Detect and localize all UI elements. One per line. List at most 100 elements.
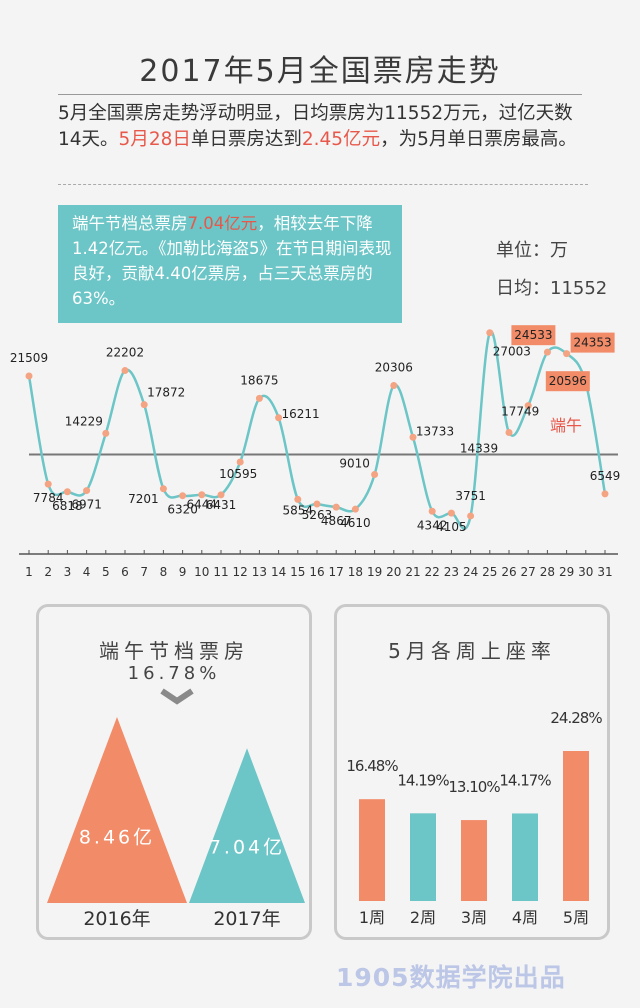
x-tick-label-21: 21	[405, 565, 420, 579]
data-label-day-24: 3751	[455, 489, 486, 503]
data-label-day-22: 4342	[417, 518, 448, 532]
data-label-day-9: 6320	[167, 503, 198, 517]
data-point-day-16	[313, 500, 321, 508]
festival-label: 端午	[550, 416, 582, 435]
brand-logo: 1905数据学院出品	[336, 963, 566, 992]
bar-value-label-week-1: 16.48%	[346, 757, 398, 775]
unit-label: 单位：万	[496, 240, 568, 261]
data-point-day-18	[351, 505, 359, 513]
bar-category-label-week-2: 2周	[410, 908, 436, 927]
data-point-day-24	[467, 512, 475, 520]
data-point-day-29	[563, 350, 571, 358]
triangle-year-label: 2017年	[213, 908, 280, 930]
intro-text-1: 5月全国票房走势浮动明显，日均票房为11552万元，过亿天数14天。	[58, 103, 573, 150]
data-point-day-4	[83, 487, 91, 495]
bar-category-label-week-5: 5周	[563, 908, 589, 927]
data-label-day-23: 4105	[436, 520, 467, 534]
x-tick-label-22: 22	[425, 565, 440, 579]
data-label-day-15: 5854	[283, 503, 314, 517]
x-tick-label-8: 8	[160, 565, 168, 579]
data-label-day-30: 20596	[549, 374, 587, 388]
dragon-boat-card: 端午节档票房 16.78% 8.46亿 2016年 7.04亿 2017年	[36, 604, 312, 940]
dragon-boat-card-title: 端午节档票房	[99, 639, 249, 663]
data-point-day-13	[255, 394, 263, 402]
weekly-occupancy-chart: 16.48% 1周 14.19% 2周 13.10% 3周 14.17% 4周 24.28% 5周	[346, 709, 603, 927]
bar-category-label-week-3: 3周	[461, 908, 487, 927]
data-point-day-3	[63, 488, 71, 496]
data-point-day-26	[505, 429, 513, 437]
triangle-year-label: 2016年	[83, 908, 150, 930]
x-tick-label-23: 23	[444, 565, 459, 579]
data-label-day-16: 5263	[302, 508, 333, 522]
bar-category-label-week-4: 4周	[512, 908, 538, 927]
bar-week-3	[461, 820, 487, 901]
data-label-day-29: 24353	[574, 336, 612, 350]
daily-box-office-chart: 2150917784268183697141422952220261787277…	[10, 325, 621, 579]
chevron-down-icon	[160, 688, 194, 705]
intro-divider	[58, 184, 588, 185]
data-label-day-27: 17749	[501, 405, 539, 419]
data-point-day-28	[543, 348, 551, 356]
bar-value-label-week-2: 14.19%	[397, 771, 449, 789]
data-label-day-17: 4867	[321, 514, 352, 528]
data-label-day-11: 6431	[206, 498, 237, 512]
box-office-series-line	[27, 330, 607, 531]
unit-block: 单位：万 日均：11552	[496, 232, 607, 308]
data-label-day-6: 22202	[106, 346, 144, 360]
data-point-day-8	[159, 485, 167, 493]
bar-value-label-week-3: 13.10%	[448, 778, 500, 796]
bar-week-1	[359, 799, 385, 901]
data-label-day-10: 6444	[187, 498, 218, 512]
data-point-day-15	[294, 495, 302, 503]
x-tick-label-7: 7	[140, 565, 148, 579]
data-point-day-10	[198, 491, 206, 499]
x-tick-label-29: 29	[559, 565, 574, 579]
data-label-day-13: 18675	[240, 373, 278, 387]
data-point-day-27	[524, 402, 532, 410]
data-label-day-12: 10595	[219, 467, 257, 481]
data-point-day-5	[102, 429, 110, 437]
dragon-boat-callout: 端午节档总票房7.04亿元，相较去年下降1.42亿元。《加勒比海盗5》在节日期间…	[58, 205, 402, 323]
bar-category-label-week-1: 1周	[359, 908, 385, 927]
page-title: 2017年5月全国票房走势	[139, 54, 501, 89]
x-tick-label-26: 26	[501, 565, 516, 579]
highlight-label-box-day-28	[511, 325, 556, 346]
x-tick-label-25: 25	[482, 565, 497, 579]
x-tick-label-18: 18	[348, 565, 363, 579]
highlight-label-box-day-30	[545, 371, 590, 392]
data-label-day-14: 16211	[282, 407, 320, 421]
dragon-boat-triangles: 8.46亿 2016年 7.04亿 2017年	[47, 688, 305, 930]
x-tick-label-6: 6	[121, 565, 129, 579]
decline-percent: 16.78%	[127, 663, 221, 684]
data-label-day-1: 21509	[10, 351, 48, 365]
bar-value-label-week-5: 24.28%	[550, 709, 602, 727]
data-point-day-9	[179, 492, 187, 500]
data-point-day-14	[275, 414, 283, 422]
x-tick-label-19: 19	[367, 565, 382, 579]
bar-value-label-week-4: 14.17%	[499, 771, 551, 789]
x-tick-label-28: 28	[540, 565, 555, 579]
weekly-occupancy-card: 5月各周上座率 16.48% 1周 14.19% 2周 13.10% 3周 14.17% 4周…	[334, 604, 610, 940]
data-point-day-2	[44, 480, 52, 488]
intro-text-2: 单日票房达到	[190, 129, 302, 150]
title-divider	[58, 94, 582, 95]
data-point-day-12	[236, 458, 244, 466]
data-label-day-21: 13733	[416, 424, 454, 438]
data-label-day-25: 27003	[493, 345, 531, 359]
bar-week-4	[512, 813, 538, 901]
x-tick-label-10: 10	[194, 565, 209, 579]
data-label-day-2: 7784	[33, 491, 64, 505]
data-point-day-20	[390, 381, 398, 389]
x-tick-label-17: 17	[329, 565, 344, 579]
triangle-2017年	[189, 748, 305, 903]
x-tick-label-9: 9	[179, 565, 187, 579]
data-point-day-23	[447, 509, 455, 517]
data-label-day-26: 14339	[460, 442, 498, 456]
x-tick-label-20: 20	[386, 565, 401, 579]
x-tick-label-5: 5	[102, 565, 110, 579]
data-point-day-22	[428, 507, 436, 515]
data-label-day-31: 6549	[590, 469, 621, 483]
callout-text-1: 端午节档总票房	[72, 214, 188, 233]
x-tick-label-24: 24	[463, 565, 478, 579]
data-point-day-11	[217, 491, 225, 499]
